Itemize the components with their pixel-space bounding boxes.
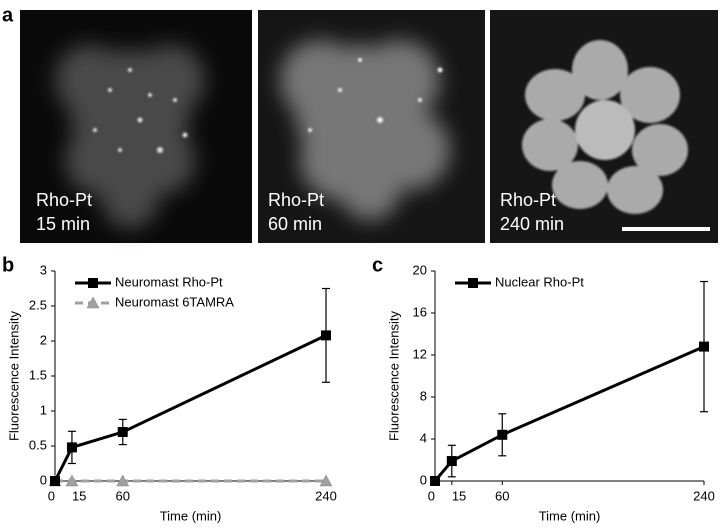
image-label: Rho-Pt [268, 190, 324, 210]
y-tick-label: 12 [413, 346, 427, 361]
legend-marker [88, 278, 98, 288]
x-tick-label: 240 [315, 488, 337, 503]
legend-label: Neuromast 6TAMRA [115, 294, 234, 309]
data-point [66, 442, 77, 453]
series-line [53, 334, 327, 482]
image-1: Rho-Pt 15 min [20, 10, 252, 243]
y-tick-label: 2.5 [29, 297, 47, 312]
x-tick-label: 0 [48, 488, 55, 503]
y-tick-label: 0.5 [29, 437, 47, 452]
x-tick-label: 15 [72, 488, 86, 503]
y-tick-label: 4 [420, 430, 427, 445]
legend-marker [86, 296, 100, 309]
data-point [321, 330, 331, 341]
x-axis-title: Time (min) [539, 508, 601, 523]
x-tick-label: 240 [693, 488, 715, 503]
data-point [699, 341, 709, 352]
series-line [433, 345, 705, 482]
image-time: 240 min [500, 214, 564, 234]
image-time: 60 min [268, 214, 322, 234]
y-tick-label: 3 [40, 262, 47, 277]
x-tick-label: 0 [428, 488, 435, 503]
image-time: 15 min [36, 214, 90, 234]
x-tick-label: 60 [116, 488, 130, 503]
y-tick-label: 1.5 [29, 367, 47, 382]
legend-label: Neuromast Rho-Pt [115, 274, 223, 289]
image-2: Rho-Pt 60 min [258, 10, 485, 243]
data-point [446, 456, 457, 467]
legend-marker [468, 278, 478, 288]
data-point [497, 429, 508, 440]
y-tick-label: 16 [413, 304, 427, 319]
image-3: Rho-Pt 240 min [490, 10, 718, 243]
image-label: Rho-Pt [500, 190, 556, 210]
legend-label: Nuclear Rho-Pt [495, 274, 584, 289]
y-axis-title: Fluorescence Intensity [386, 310, 401, 441]
y-tick-label: 0 [420, 472, 427, 487]
data-point [319, 474, 333, 487]
data-point [50, 476, 60, 486]
panel-label: c [372, 254, 383, 276]
image-label: Rho-Pt [36, 190, 92, 210]
data-point [430, 476, 440, 486]
panel-label: b [2, 254, 14, 276]
data-point [117, 427, 128, 437]
y-tick-label: 20 [413, 262, 427, 277]
x-axis-title: Time (min) [160, 508, 222, 523]
data-point [116, 474, 130, 487]
panel-label: a [2, 4, 14, 26]
y-axis-title: Fluorescence Intensity [6, 310, 21, 441]
x-tick-label: 15 [452, 488, 466, 503]
y-tick-label: 0 [40, 472, 47, 487]
data-point [65, 474, 79, 487]
y-tick-label: 2 [40, 332, 47, 347]
x-tick-label: 60 [495, 488, 509, 503]
y-tick-label: 1 [40, 402, 47, 417]
y-tick-label: 8 [420, 388, 427, 403]
